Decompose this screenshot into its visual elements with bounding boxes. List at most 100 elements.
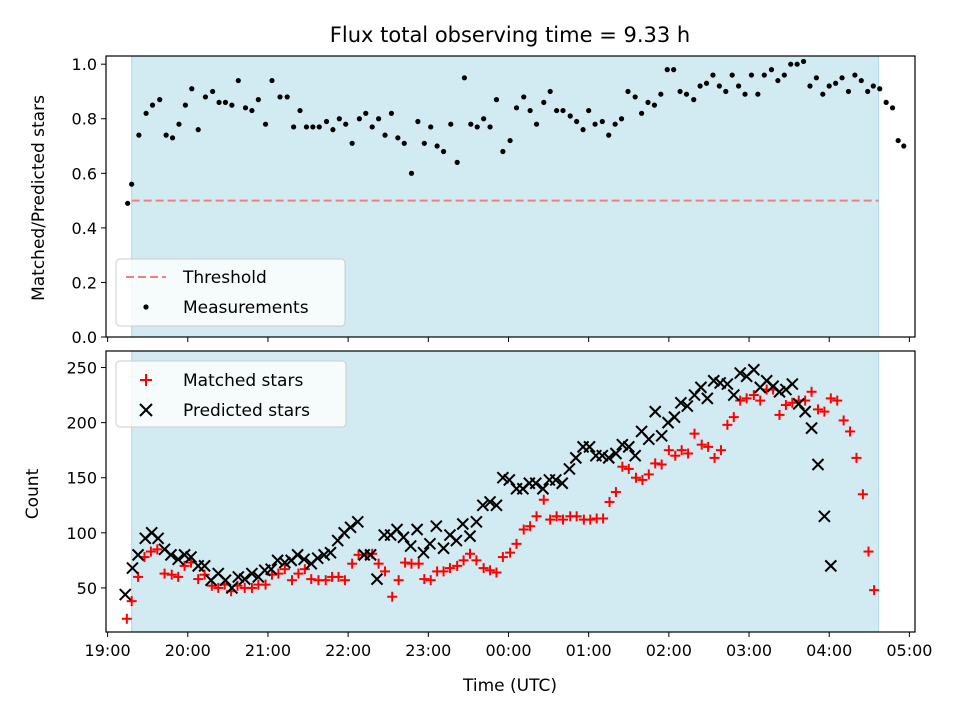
matched-point <box>551 511 562 522</box>
predicted-point <box>164 548 178 562</box>
predicted-mark-b <box>766 380 780 393</box>
measurement-point <box>408 170 415 176</box>
predicted-point <box>271 554 284 567</box>
measurement-point <box>189 86 195 92</box>
predicted-point <box>351 515 364 529</box>
predicted-point <box>456 517 470 531</box>
matched-point <box>825 393 836 404</box>
predicted-mark-b <box>219 574 232 587</box>
measurement-point <box>541 99 547 105</box>
measurement-point <box>487 124 493 130</box>
measurement-point <box>310 124 316 130</box>
predicted-mark-b <box>792 397 805 411</box>
measurement-point <box>865 88 871 95</box>
measurement-point <box>323 118 330 125</box>
measurement-point <box>820 91 826 97</box>
measurement-point <box>376 116 382 122</box>
predicted-mark-b <box>569 451 583 465</box>
matched-point <box>320 575 331 586</box>
measurement-point <box>343 121 349 127</box>
predicted-point <box>450 534 463 547</box>
predicted-point <box>151 532 165 545</box>
matched-point <box>159 568 170 579</box>
measurement-point <box>901 143 907 149</box>
predicted-mark-b <box>264 562 278 576</box>
measurement-point <box>691 97 697 103</box>
matched-point <box>360 549 371 560</box>
measurement-point <box>336 116 342 122</box>
matched-point <box>819 406 830 417</box>
measurement-point <box>249 107 255 114</box>
predicted-point <box>549 473 563 487</box>
predicted-point <box>264 562 278 576</box>
predicted-point <box>805 421 818 435</box>
matched-point <box>425 575 436 586</box>
predicted-point <box>324 546 337 559</box>
measurement-point <box>736 83 742 89</box>
matched-point <box>518 524 529 535</box>
predicted-mark-b <box>238 572 251 586</box>
predicted-mark-b <box>707 374 720 387</box>
predicted-mark-b <box>443 528 457 542</box>
predicted-mark-b <box>417 546 430 559</box>
x-tick-label: 20:00 <box>165 641 211 660</box>
matched-point <box>845 426 856 437</box>
matched-point <box>787 397 798 408</box>
measurement-point <box>210 88 216 95</box>
axes-frame <box>105 350 916 633</box>
predicted-mark-b <box>642 432 656 446</box>
matched-point <box>696 439 707 450</box>
matched-point <box>333 571 344 582</box>
matched-point <box>485 565 496 576</box>
predicted-mark-b <box>291 548 304 562</box>
matched-point <box>145 546 156 557</box>
measurement-point <box>136 132 142 138</box>
measurement-point <box>560 107 566 114</box>
predicted-mark-b <box>496 471 510 484</box>
measurement-point <box>216 99 222 105</box>
predicted-point <box>529 477 542 490</box>
predicted-mark-b <box>490 499 503 512</box>
matched-point <box>213 582 224 593</box>
predicted-point <box>397 531 410 544</box>
predicted-mark-b <box>811 458 825 471</box>
matched-point <box>173 571 184 582</box>
x-axis-label: Time (UTC) <box>462 676 557 696</box>
y-tick-label: 50 <box>77 579 97 598</box>
measurement-point <box>683 91 690 97</box>
measurement-point <box>761 72 767 78</box>
matched-point <box>347 558 358 569</box>
predicted-point <box>417 546 430 559</box>
predicted-point <box>701 392 714 405</box>
matched-point <box>780 399 791 410</box>
measurement-point <box>235 77 241 84</box>
measurement-point <box>521 94 527 100</box>
predicted-mark-b <box>628 449 642 462</box>
measurement-point <box>781 72 787 78</box>
y-tick-label: 100 <box>66 524 97 543</box>
predicted-mark-b <box>694 381 708 394</box>
predicted-point <box>681 399 694 413</box>
measurement-point <box>277 94 283 100</box>
predicted-mark-b <box>549 473 563 487</box>
matched-point <box>715 445 726 456</box>
measurement-point <box>440 148 447 155</box>
predicted-mark-b <box>344 521 357 534</box>
predicted-mark-b <box>397 531 410 544</box>
predicted-point <box>119 588 132 601</box>
legend-measurement-swatch <box>143 304 149 310</box>
predicted-point <box>649 405 662 418</box>
y-tick-label: 0.0 <box>72 328 97 347</box>
matched-point <box>531 511 542 522</box>
measurement-point <box>800 58 807 65</box>
matched-point <box>505 547 516 558</box>
x-tick-label: 22:00 <box>325 641 371 660</box>
measurement-point <box>363 110 369 116</box>
measurement-point <box>606 132 612 138</box>
matched-point <box>663 445 674 456</box>
legend-matched-label: Matched stars <box>183 371 303 391</box>
measurement-point <box>755 91 761 97</box>
predicted-mark-b <box>184 550 198 564</box>
predicted-mark-b <box>404 539 417 553</box>
matched-point <box>610 487 621 498</box>
